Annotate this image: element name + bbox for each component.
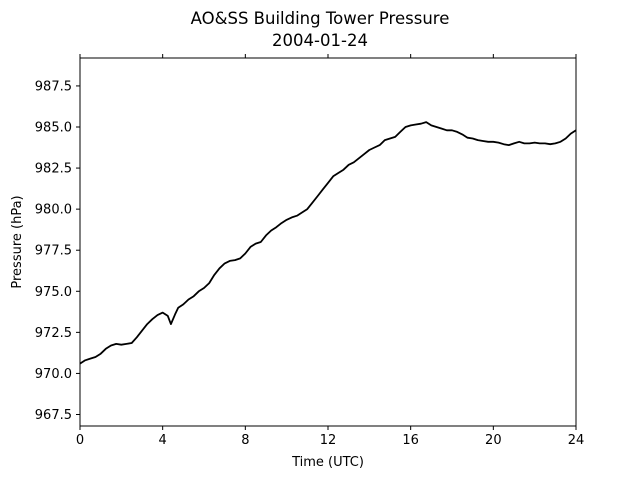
chart-title: AO&SS Building Tower Pressure xyxy=(191,9,450,28)
x-axis-label: Time (UTC) xyxy=(291,455,364,470)
x-tick-label: 24 xyxy=(568,433,585,448)
plot-frame xyxy=(79,57,577,427)
x-tick-label: 4 xyxy=(159,433,167,448)
y-tick-label: 980.0 xyxy=(35,203,72,218)
y-tick-label: 972.5 xyxy=(35,326,72,341)
axis-ticks: 0 4 8 12 16 20 24 967.5 970.0 972.5 975.0 977.5 980.… xyxy=(35,54,584,448)
x-tick-label: 0 xyxy=(76,433,84,448)
y-tick-label: 987.5 xyxy=(35,79,72,94)
series-layer xyxy=(79,121,577,365)
x-tick-label: 12 xyxy=(320,433,337,448)
y-tick-label: 975.0 xyxy=(35,285,72,300)
y-tick-label: 967.5 xyxy=(35,408,72,423)
y-tick-label: 970.0 xyxy=(35,367,72,382)
chart-subtitle: 2004-01-24 xyxy=(272,31,368,50)
x-tick-label: 8 xyxy=(241,433,249,448)
y-tick-label: 985.0 xyxy=(35,121,72,136)
y-tick-label: 982.5 xyxy=(35,162,72,177)
y-tick-label: 977.5 xyxy=(35,244,72,259)
x-tick-label: 16 xyxy=(402,433,419,448)
y-axis-label: Pressure (hPa) xyxy=(10,195,25,288)
x-tick-label: 20 xyxy=(485,433,502,448)
pressure-series-line xyxy=(79,121,577,365)
